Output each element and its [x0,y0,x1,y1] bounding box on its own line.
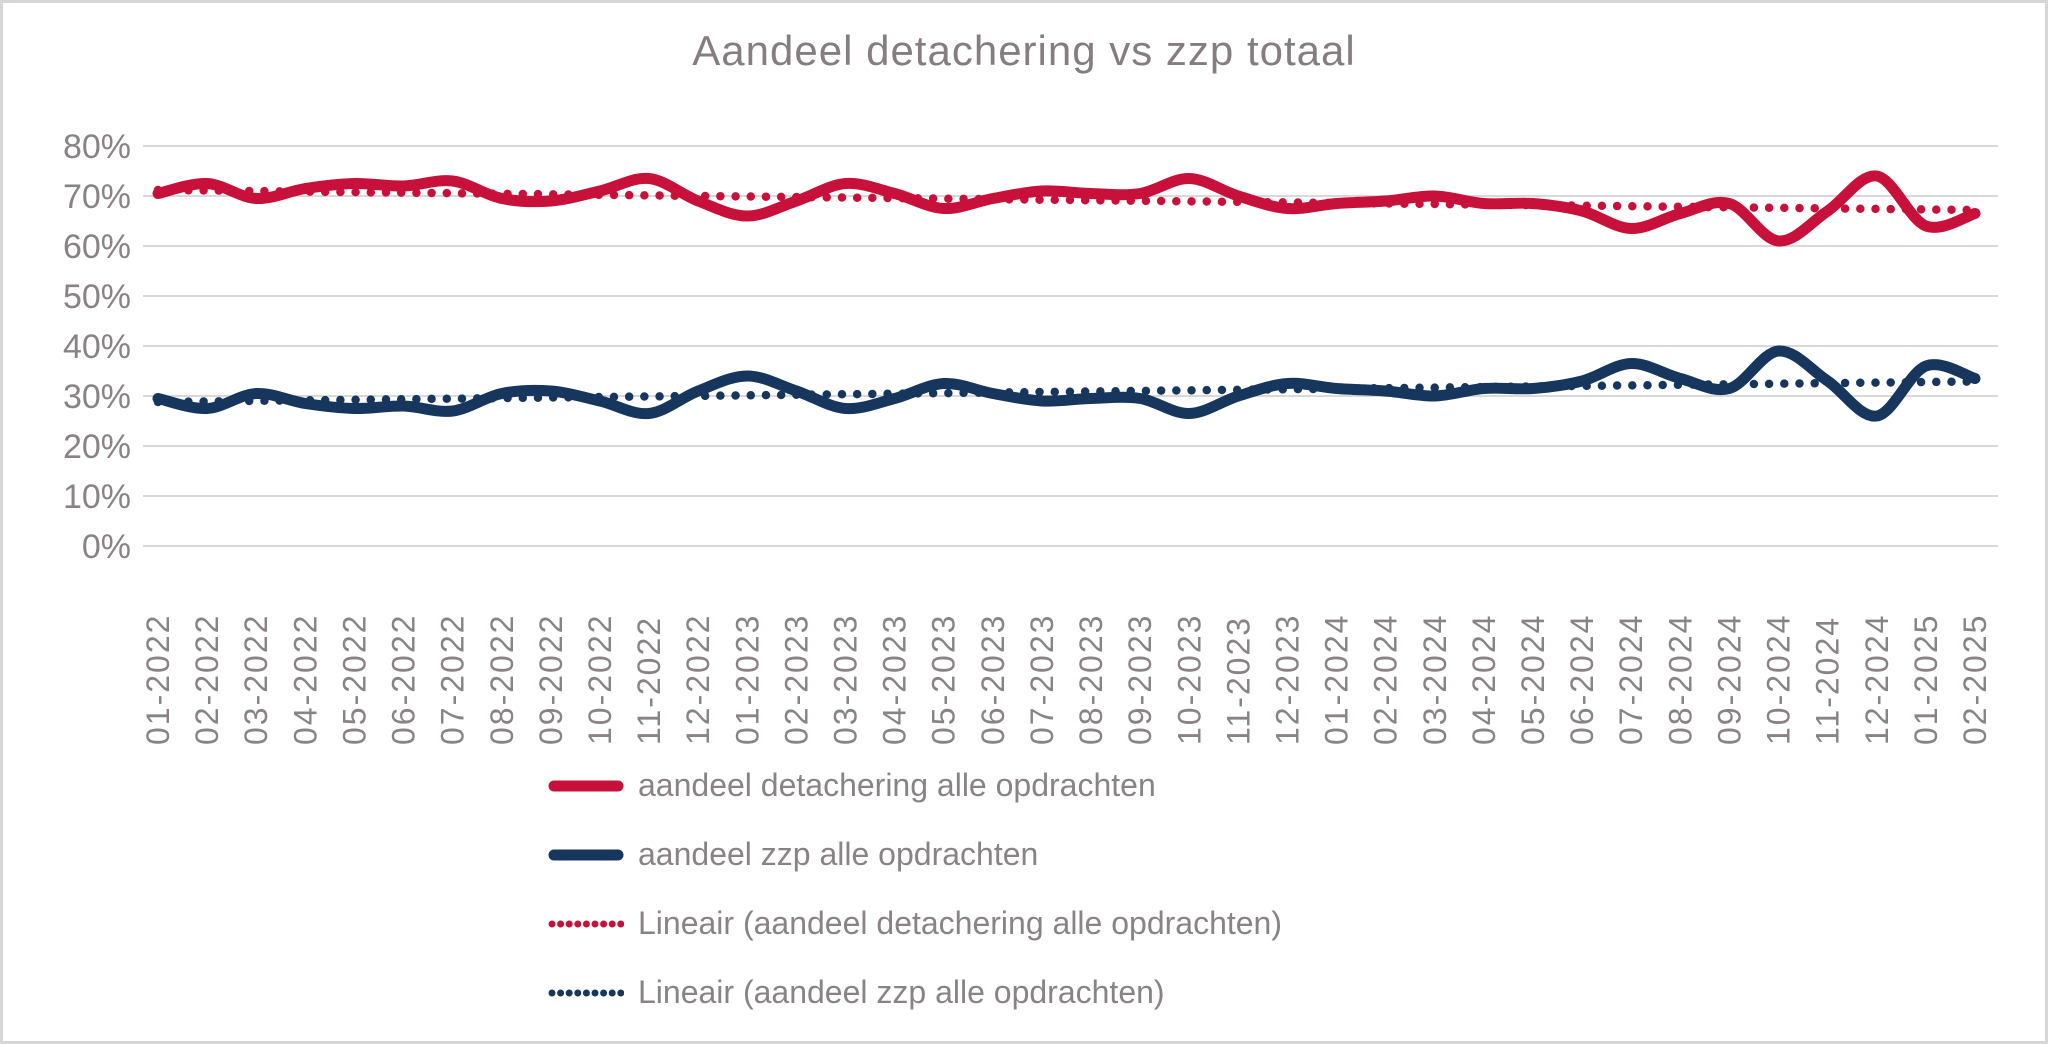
x-axis-tick-label: 10-2024 [1761,614,1797,745]
x-axis-tick-label: 07-2022 [435,614,471,745]
x-axis-tick-label: 08-2024 [1662,614,1698,745]
x-axis-tick-label: 10-2023 [1171,614,1207,745]
solid-line-swatch-icon [548,780,624,791]
x-axis-tick-label: 02-2022 [189,614,225,745]
legend-label: Lineair (aandeel detachering alle opdrac… [638,905,1282,941]
x-axis-tick-label: 11-2024 [1810,616,1846,745]
x-axis-tick-label: 01-2024 [1319,614,1355,745]
x-axis-tick-label: 05-2022 [336,614,372,745]
x-axis-tick-label: 05-2023 [926,614,962,745]
x-axis-tick-label: 01-2025 [1908,614,1944,745]
dotted-line-swatch-icon [548,989,624,996]
x-axis-tick-label: 11-2023 [1220,616,1256,745]
x-axis-tick-label: 02-2024 [1368,614,1404,745]
x-axis-tick-label: 01-2023 [729,614,765,745]
x-axis-tick-label: 05-2024 [1515,614,1551,745]
legend-item-zzp: aandeel zzp alle opdrachten [548,820,1282,889]
x-axis-tick-label: 03-2022 [238,614,274,745]
y-axis-tick-label: 60% [63,228,131,266]
dotted-line-swatch-icon [548,920,624,927]
x-axis-tick-label: 06-2022 [386,614,422,745]
y-axis-tick-label: 40% [63,328,131,366]
x-axis-tick-label: 03-2024 [1417,614,1453,745]
y-axis-tick-label: 70% [63,178,131,216]
legend-item-detachering: aandeel detachering alle opdrachten [548,751,1282,820]
x-axis-tick-label: 08-2022 [484,614,520,745]
x-axis-tick-label: 07-2023 [1024,614,1060,745]
x-axis-tick-label: 04-2024 [1466,614,1502,745]
legend-item-lineair-zzp: Lineair (aandeel zzp alle opdrachten) [548,958,1282,1027]
chart-title: Aandeel detachering vs zzp totaal [692,27,1356,74]
x-axis-tick-label: 04-2022 [287,614,323,745]
series-line-0 [152,170,1981,247]
y-axis-tick-label: 50% [63,278,131,316]
x-axis-tick-label: 11-2022 [631,616,667,745]
x-axis-tick-label: 03-2023 [828,614,864,745]
y-axis-tick-label: 10% [63,478,131,516]
x-axis-tick-label: 10-2022 [582,614,618,745]
trendline-3 [153,377,1980,407]
x-axis-tick-label: 12-2022 [680,614,716,745]
plot-area: 0% 10% 20% 30% 40% 50% 60% 70% 80% 01-2022 02-2022… [63,128,1998,745]
x-axis-tick-label: 02-2023 [778,614,814,745]
x-axis-tick-label: 04-2023 [877,614,913,745]
x-axis-tick-label: 12-2024 [1859,614,1895,745]
legend-label: Lineair (aandeel zzp alle opdrachten) [638,974,1165,1010]
x-axis-tick-label: 09-2024 [1711,614,1747,745]
series-line-1 [152,345,1981,422]
y-axis-tick-label: 80% [63,128,131,166]
x-axis-tick-label: 12-2023 [1269,614,1305,745]
x-axis-tick-label: 01-2022 [140,614,176,745]
x-axis-tick-label: 06-2024 [1564,614,1600,745]
x-axis-tick-label: 08-2023 [1073,614,1109,745]
y-axis-tick-label: 0% [82,528,131,566]
trendline-2 [153,185,1980,215]
x-axis-tick-label: 09-2022 [533,614,569,745]
x-axis-tick-label: 07-2024 [1613,614,1649,745]
solid-line-swatch-icon [548,849,624,860]
x-axis-tick-label: 09-2023 [1122,614,1158,745]
x-axis-tick-label: 06-2023 [975,614,1011,745]
y-axis-tick-label: 20% [63,428,131,466]
y-axis-tick-label: 30% [63,378,131,416]
x-axis-tick-label: 02-2025 [1957,614,1993,745]
legend-item-lineair-detachering: Lineair (aandeel detachering alle opdrac… [548,889,1282,958]
legend: aandeel detachering alle opdrachten aand… [548,751,1282,1027]
legend-label: aandeel detachering alle opdrachten [638,767,1156,803]
legend-label: aandeel zzp alle opdrachten [638,836,1039,872]
